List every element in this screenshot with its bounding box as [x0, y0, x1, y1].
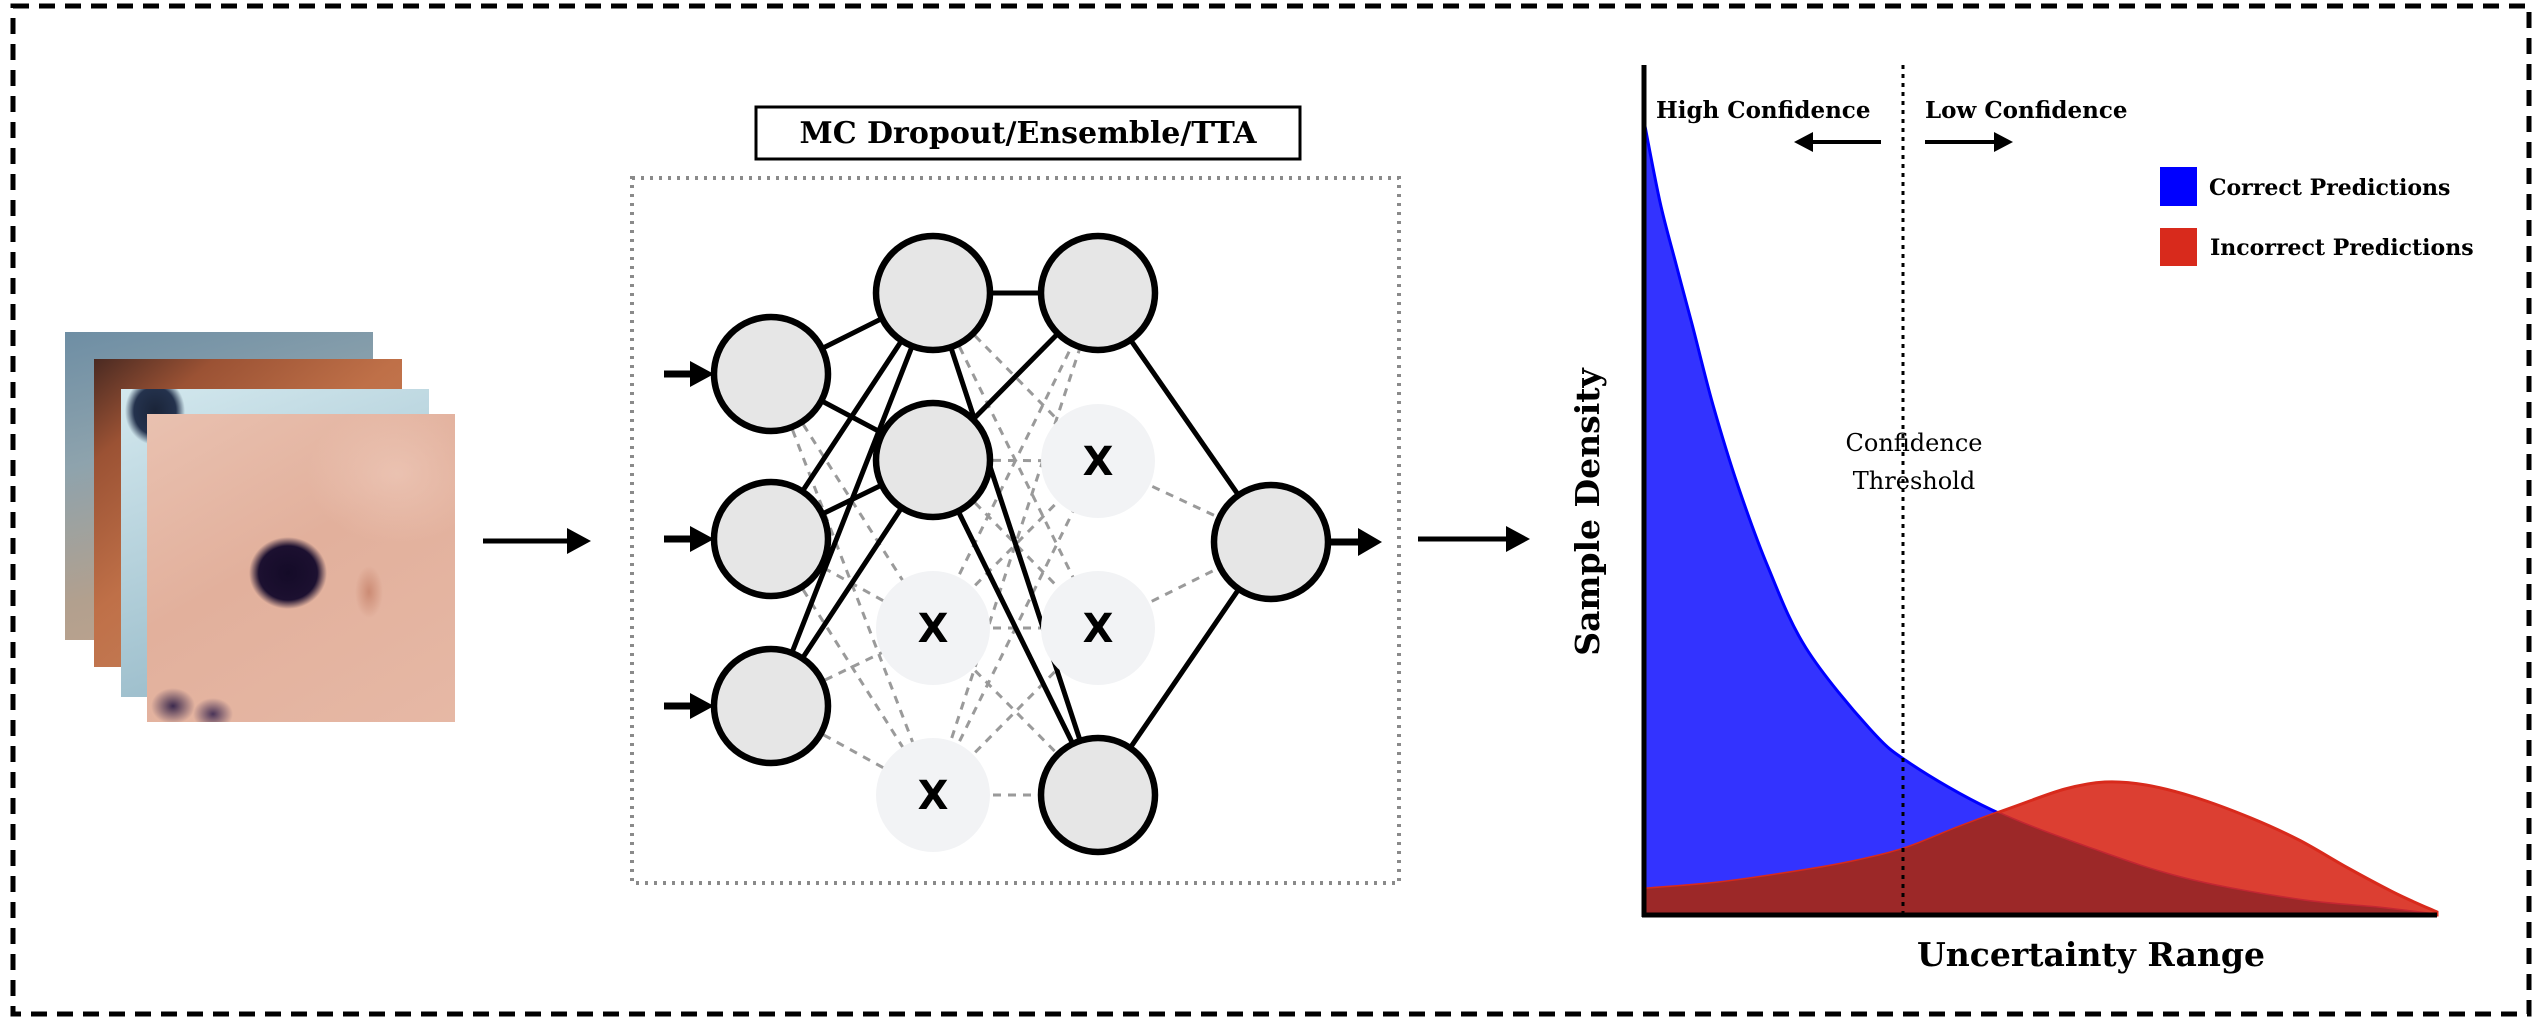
dropped-node [1041, 404, 1155, 518]
input-to-network-arrow [483, 528, 591, 554]
dropped-node-marker: X [918, 606, 949, 652]
high-confidence-label: High Confidence [1656, 97, 1870, 124]
x-axis-label: Uncertainty Range [1917, 935, 2265, 974]
dropped-node [1041, 571, 1155, 685]
cell-image-front [147, 414, 455, 722]
output-node [1210, 481, 1332, 603]
dropped-node [876, 571, 990, 685]
input-arrow [664, 361, 714, 387]
dropped-node-marker: X [1083, 439, 1114, 485]
network-edge-active [768, 292, 936, 707]
legend-swatch-correct [2160, 167, 2197, 206]
hidden-node [1037, 734, 1159, 856]
input-node [710, 313, 832, 435]
outer-dashed-border [10, 3, 2532, 1017]
y-axis-label: Sample Density [1568, 367, 1607, 655]
network-edge-dropped [931, 292, 1100, 629]
hidden-node [872, 232, 994, 354]
network-edge-dropped [931, 292, 1100, 796]
high-confidence-arrow [1794, 132, 1881, 152]
network-edge-active [930, 292, 1101, 796]
network-output-arrow [1328, 528, 1382, 556]
legend-label-incorrect: Incorrect Predictions [2210, 235, 2474, 261]
low-confidence-arrow [1925, 132, 2013, 152]
legend-swatch-incorrect [2160, 228, 2197, 266]
threshold-label-line: Confidence [1846, 429, 1983, 457]
threshold-label: Confidence Threshold [1846, 429, 1983, 495]
hidden-node [872, 399, 994, 521]
threshold-label-line: Threshold [1853, 467, 1975, 495]
low-confidence-label: Low Confidence [1925, 97, 2128, 124]
dropped-node [876, 738, 990, 852]
uncertainty-density-chart: High Confidence Low Confidence Correct P… [1568, 65, 2474, 974]
dropped-node-marker: X [1083, 606, 1114, 652]
legend-label-correct: Correct Predictions [2209, 175, 2450, 201]
method-title-box: MC Dropout/Ensemble/TTA [754, 105, 1302, 161]
method-title: MC Dropout/Ensemble/TTA [799, 116, 1257, 151]
network-edge-active [930, 458, 1101, 797]
network-input-arrows [664, 361, 714, 719]
network-to-chart-arrow [1418, 526, 1530, 552]
legend: Correct Predictions Incorrect Prediction… [2160, 167, 2474, 266]
input-arrow [664, 526, 714, 552]
input-node [710, 645, 832, 767]
hidden-node [1037, 232, 1159, 354]
input-node [710, 478, 832, 600]
input-arrow [664, 693, 714, 719]
dropped-node-marker: X [918, 773, 949, 819]
